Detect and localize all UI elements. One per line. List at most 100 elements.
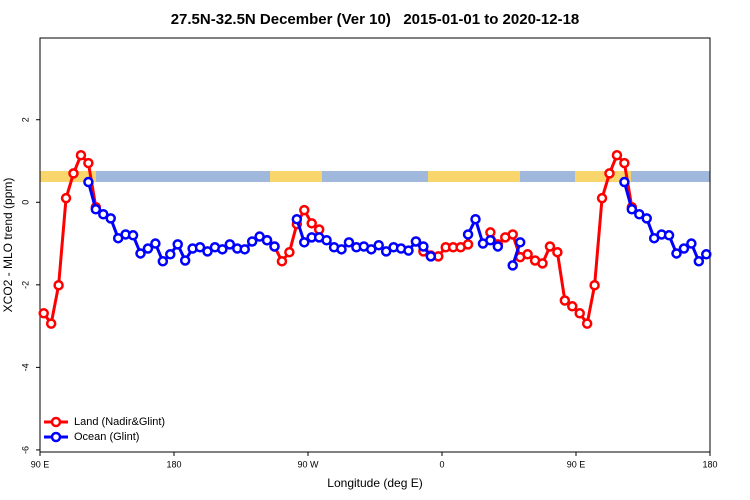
- y-tick-label: -2: [20, 281, 30, 289]
- x-tick-label: 0: [439, 459, 444, 469]
- data-point: [194, 242, 206, 253]
- land-band: [270, 171, 322, 182]
- data-point: [425, 251, 437, 262]
- data-point: [291, 213, 303, 225]
- data-point: [321, 235, 332, 246]
- data-point: [157, 256, 169, 267]
- data-point: [522, 249, 533, 260]
- series-line: [622, 181, 708, 263]
- data-point: [514, 237, 526, 248]
- data-point: [68, 168, 79, 179]
- data-point: [45, 318, 57, 329]
- data-point: [284, 246, 295, 258]
- data-point: [470, 213, 481, 225]
- x-tick-label: 90 E: [567, 459, 586, 469]
- data-point: [574, 308, 585, 319]
- data-point: [165, 249, 176, 260]
- data-point: [559, 295, 571, 306]
- data-point: [150, 238, 161, 249]
- data-point: [343, 237, 355, 248]
- data-point: [83, 157, 94, 169]
- data-point: [693, 256, 705, 267]
- ocean-band: [40, 171, 710, 182]
- data-point: [75, 149, 87, 161]
- data-point: [567, 301, 578, 312]
- data-point: [269, 241, 280, 252]
- data-point: [462, 229, 474, 240]
- data-point: [127, 230, 139, 241]
- data-point: [619, 157, 630, 169]
- data-point: [60, 192, 72, 204]
- data-point: [611, 149, 623, 161]
- data-point: [581, 318, 593, 329]
- data-point: [142, 243, 154, 254]
- data-point: [537, 258, 548, 269]
- data-point: [485, 235, 496, 246]
- legend-marker: [50, 416, 62, 428]
- data-point: [217, 244, 228, 255]
- data-point: [589, 279, 600, 291]
- land-band: [575, 171, 631, 182]
- data-point: [246, 236, 258, 247]
- data-point: [224, 239, 236, 250]
- chart-title: 27.5N-32.5N December (Ver 10) 2015-01-01…: [171, 11, 580, 28]
- land-band: [428, 171, 520, 182]
- data-point: [596, 192, 608, 204]
- x-axis-label: Longitude (deg E): [327, 476, 422, 490]
- land-band: [40, 171, 96, 182]
- x-tick-label: 180: [166, 459, 181, 469]
- y-tick-label: 2: [20, 117, 30, 122]
- data-point: [179, 255, 191, 266]
- y-axis-label: XCO2 - MLO trend (ppm): [1, 178, 15, 313]
- data-point: [552, 246, 563, 258]
- data-point: [462, 239, 474, 250]
- data-point: [678, 243, 690, 254]
- legend-label: Land (Nadir&Glint): [74, 416, 165, 428]
- data-point: [507, 260, 518, 271]
- land-mask-band: [40, 171, 710, 182]
- data-point: [373, 239, 384, 251]
- data-point: [544, 241, 556, 252]
- legend-marker: [50, 431, 62, 443]
- data-point: [306, 218, 317, 229]
- data-point: [492, 241, 504, 252]
- data-point: [366, 244, 377, 255]
- data-point: [701, 249, 712, 260]
- data-point: [634, 208, 645, 220]
- data-point: [418, 241, 429, 252]
- data-point: [380, 246, 392, 257]
- legend-label: Ocean (Glint): [74, 431, 139, 443]
- data-point: [90, 204, 102, 215]
- plot-frame: [39, 37, 711, 453]
- y-tick-label: -4: [20, 363, 30, 371]
- y-tick-label: 0: [20, 200, 30, 205]
- data-point: [276, 256, 288, 267]
- x-tick-label: 90 W: [297, 459, 319, 469]
- data-point: [686, 238, 697, 249]
- data-point: [38, 308, 49, 319]
- data-point: [98, 208, 109, 220]
- y-tick-label: -6: [20, 446, 30, 454]
- data-point: [299, 237, 310, 248]
- data-point: [299, 204, 310, 216]
- data-point: [507, 229, 518, 240]
- data-point: [53, 279, 64, 291]
- data-point: [83, 176, 94, 188]
- data-point: [105, 213, 116, 224]
- data-point: [604, 168, 615, 179]
- data-point: [641, 213, 652, 224]
- data-point: [239, 244, 250, 255]
- data-point: [172, 239, 183, 250]
- data-point: [671, 248, 682, 259]
- data-point: [135, 248, 146, 259]
- data-point: [202, 246, 213, 257]
- data-point: [626, 204, 638, 215]
- data-point: [410, 236, 422, 247]
- x-tick-label: 90 E: [31, 459, 50, 469]
- data-point: [663, 230, 675, 241]
- x-tick-label: 180: [702, 459, 717, 469]
- data-point: [336, 244, 347, 255]
- data-point: [403, 245, 414, 256]
- data-point: [619, 176, 630, 188]
